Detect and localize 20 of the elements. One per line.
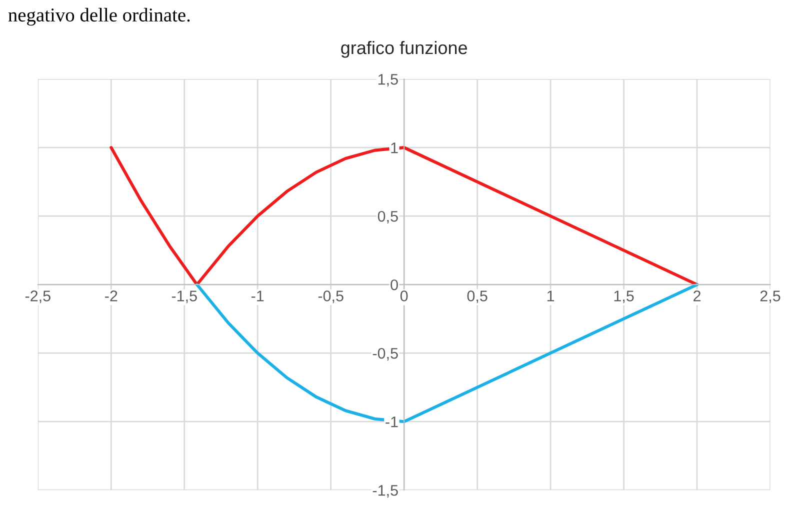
text: negativo delle ordinate. bbox=[8, 8, 190, 26]
x-tick-label: 2,5 bbox=[760, 290, 780, 304]
chart-title: grafico funzione bbox=[341, 40, 468, 58]
y-tick-label: -1,5 bbox=[372, 485, 398, 498]
x-tick-label: 2 bbox=[694, 290, 700, 302]
y-tick-label: -0,5 bbox=[372, 348, 398, 361]
x-tick-label: 1,5 bbox=[614, 290, 634, 304]
x-tick-label: 1 bbox=[547, 290, 554, 302]
x-tick-label: 0 bbox=[400, 290, 408, 302]
x-tick-label: 0,5 bbox=[467, 290, 488, 304]
x-tick-label: -1 bbox=[252, 290, 264, 302]
x-tick-label: -0,5 bbox=[318, 290, 344, 304]
x-tick-label: -2,5 bbox=[25, 290, 50, 304]
x-tick-label: -2 bbox=[105, 290, 118, 302]
y-tick-label: 0 bbox=[390, 279, 398, 290]
y-tick-label: 1 bbox=[391, 142, 398, 154]
y-tick-label: -1 bbox=[386, 416, 398, 428]
y-tick-label: 0,5 bbox=[378, 210, 398, 224]
x-tick-label: -1,5 bbox=[172, 290, 197, 304]
y-tick-label: 1,5 bbox=[378, 74, 398, 87]
